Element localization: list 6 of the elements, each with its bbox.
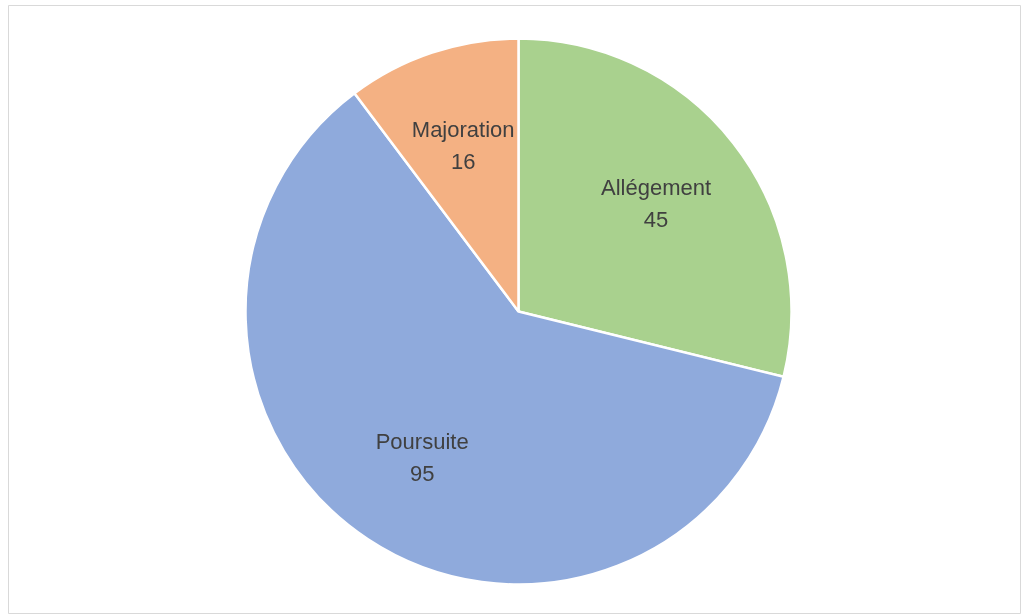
data-label: 95	[409, 460, 435, 486]
slice-label: Poursuite	[375, 428, 469, 454]
data-label: 45	[643, 207, 669, 233]
data-label: 16	[450, 149, 476, 175]
slice-label: Majoration	[411, 117, 515, 143]
slice-label: Allégement	[601, 175, 712, 201]
